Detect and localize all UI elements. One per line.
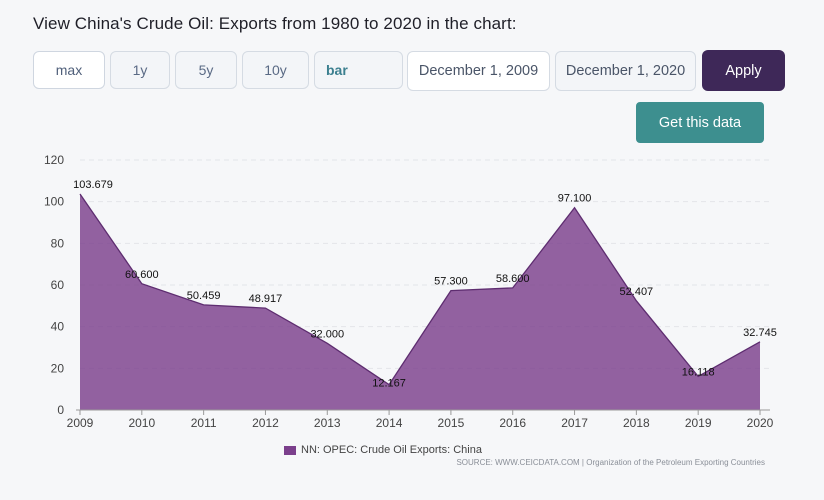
y-tick-label: 40 xyxy=(51,320,65,334)
get-data-button[interactable]: Get this data xyxy=(636,102,764,143)
x-tick-label: 2016 xyxy=(499,416,526,430)
x-tick-label: 2013 xyxy=(314,416,341,430)
series-area xyxy=(80,194,760,410)
data-label: 57.300 xyxy=(434,276,468,288)
x-tick-label: 2014 xyxy=(376,416,403,430)
data-label: 12.167 xyxy=(372,378,406,390)
data-label: 103.679 xyxy=(73,179,113,191)
y-tick-label: 20 xyxy=(51,361,65,375)
series-line xyxy=(79,193,761,386)
y-tick-label: 100 xyxy=(44,195,64,209)
x-tick-label: 2010 xyxy=(128,416,155,430)
data-label: 60.600 xyxy=(125,269,159,281)
x-tick-label: 2018 xyxy=(623,416,650,430)
date-to-input[interactable]: December 1, 2020 xyxy=(555,51,696,91)
legend-label: NN: OPEC: Crude Oil Exports: China xyxy=(301,444,482,456)
chart-source: SOURCE: WWW.CEICDATA.COM | Organization … xyxy=(456,458,765,467)
page-title: View China's Crude Oil: Exports from 198… xyxy=(33,14,517,33)
x-tick-label: 2019 xyxy=(685,416,712,430)
chart-legend[interactable]: NN: OPEC: Crude Oil Exports: China xyxy=(284,444,482,456)
range-max-button[interactable]: max xyxy=(33,51,105,89)
data-label: 50.459 xyxy=(187,290,221,302)
x-tick-label: 2012 xyxy=(252,416,279,430)
y-tick-label: 80 xyxy=(51,236,65,250)
date-from-input[interactable]: December 1, 2009 xyxy=(407,51,550,91)
range-5y-button[interactable]: 5y xyxy=(175,51,237,89)
data-label: 58.600 xyxy=(496,273,530,285)
data-label: 52.407 xyxy=(620,286,654,298)
data-label: 48.917 xyxy=(249,293,283,305)
data-label: 16.118 xyxy=(682,366,715,378)
x-tick-label: 2017 xyxy=(561,416,588,430)
legend-swatch xyxy=(284,445,296,455)
y-tick-label: 60 xyxy=(51,278,65,292)
data-label: 32.000 xyxy=(310,328,344,340)
area-chart: 0 20 40 60 80 100 120 2009 2010 2011 2012 2013 2014 2… xyxy=(44,153,777,430)
x-tick-label: 2015 xyxy=(438,416,465,430)
y-tick-label: 0 xyxy=(57,403,64,417)
data-label: 97.100 xyxy=(558,193,592,205)
range-10y-button[interactable]: 10y xyxy=(242,51,309,89)
x-tick-label: 2020 xyxy=(747,416,774,430)
chart-type-select[interactable]: bar xyxy=(314,51,403,89)
y-tick-label: 120 xyxy=(44,153,64,167)
x-tick-label: 2011 xyxy=(191,416,217,430)
apply-button[interactable]: Apply xyxy=(702,50,785,91)
data-label: 32.745 xyxy=(743,327,777,339)
range-1y-button[interactable]: 1y xyxy=(110,51,170,89)
x-tick-label: 2009 xyxy=(67,416,94,430)
